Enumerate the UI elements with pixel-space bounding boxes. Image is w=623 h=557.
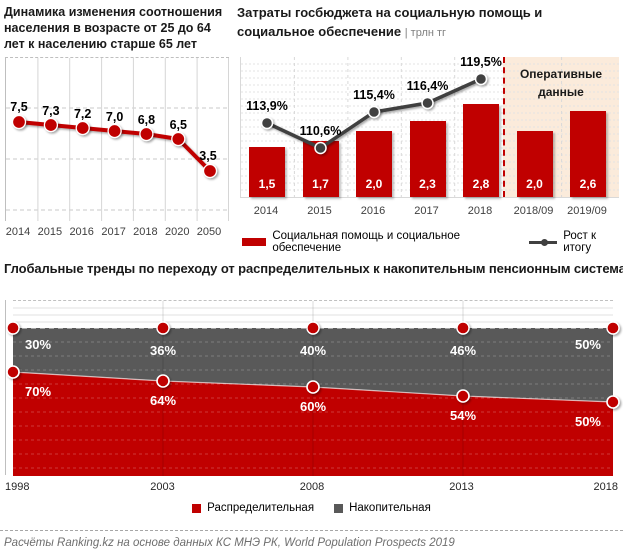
axis-tick: 2014 [5, 226, 31, 238]
chart-pension-title: Глобальные тренды по переходу от распред… [4, 261, 623, 276]
legend-swatch-payg [192, 503, 202, 513]
payg-value: 64% [149, 393, 177, 408]
pension-legend: Распределительная Накопительная [0, 502, 623, 514]
payg-value: 50% [574, 414, 601, 429]
source-note: Расчёты Ranking.kz на основе данных КС М… [4, 537, 455, 549]
axis-tick: 2018/09 [513, 205, 554, 217]
data-label: 7,0 [105, 110, 124, 124]
funded-value: 36% [149, 343, 177, 358]
funded-value: 50% [574, 337, 601, 352]
bar-2018-09 [516, 131, 553, 197]
bar-2019-09 [570, 111, 606, 197]
chart-budget-unit: | трлн тг [404, 26, 447, 39]
legend-label-bars: Социальная помощь и социальное обеспечен… [272, 230, 461, 254]
axis-tick: 2003 [150, 481, 175, 493]
data-label: 7,5 [10, 100, 28, 114]
chart-budget-plot: Оперативные данные 1,5 1,7 2,0 2,3 2,8 2… [240, 55, 619, 198]
bar-value: 2,0 [365, 177, 383, 191]
chart-population-ratio-title: Динамика изменения соотношения населения… [4, 5, 223, 51]
axis-tick: 2008 [299, 481, 325, 493]
population-ratio-line-graphic [6, 58, 229, 221]
axis-tick: 2015 [37, 226, 63, 238]
chart-budget-title-text: Затраты госбюджета на социальную помощь … [237, 5, 543, 39]
budget-legend: Социальная помощь и социальное обеспечен… [242, 230, 623, 254]
axis-tick: 2015 [307, 205, 332, 217]
bar-value: 2,8 [472, 177, 490, 191]
axis-tick: 2050 [196, 226, 222, 238]
growth-value: 115,4% [353, 88, 395, 102]
legend-swatch-bars [242, 238, 267, 246]
axis-tick: 2013 [449, 481, 474, 493]
axis-tick: 2018 [133, 226, 158, 238]
growth-value: 119,5% [460, 55, 502, 69]
data-label: 7,2 [73, 107, 92, 121]
operative-data-label: Оперативные данные [519, 67, 603, 99]
legend-swatch-line [529, 238, 558, 246]
chart-budget-title: Затраты госбюджета на социальную помощь … [237, 4, 621, 42]
axis-tick: 2018 [593, 481, 618, 493]
axis-tick: 2016 [69, 226, 94, 238]
bar-value: 1,5 [258, 177, 276, 191]
axis-tick: 2017 [101, 226, 126, 238]
bar-2018 [463, 104, 499, 197]
legend-label-payg: Распределительная [207, 502, 315, 514]
payg-value: 70% [25, 384, 52, 399]
axis-tick: 2018 [467, 205, 493, 217]
funded-value: 40% [299, 343, 327, 358]
footer-divider [0, 530, 623, 531]
chart-pension-plot: 30% 36% 40% 46% 50% 70% 64% 60% 54% 50% [6, 300, 620, 476]
growth-line-graphic [260, 72, 488, 155]
growth-value: 113,9% [246, 99, 288, 113]
bar-value: 2,0 [526, 177, 543, 191]
data-label: 3,5 [199, 149, 217, 163]
data-label: 6,8 [137, 113, 156, 127]
payg-value: 54% [449, 408, 477, 423]
growth-value: 116,4% [406, 79, 449, 93]
data-label: 7,3 [42, 104, 60, 118]
axis-tick: 2014 [253, 205, 279, 217]
bar-value: 1,7 [312, 177, 329, 191]
data-label: 6,5 [169, 118, 187, 132]
bar-value: 2,3 [419, 177, 436, 191]
legend-swatch-funded [334, 503, 344, 513]
operative-data-divider [503, 57, 505, 197]
axis-tick: 2019/09 [567, 205, 607, 217]
legend-label-funded: Накопительная [349, 502, 431, 514]
bar-2017 [409, 121, 446, 197]
axis-tick: 2016 [360, 205, 386, 217]
legend-label-line: Рост к итогу [563, 230, 597, 254]
bar-value: 2,6 [579, 177, 597, 191]
chart-population-ratio-plot: 7,5 7,3 7,2 7,0 6,8 6,5 3,5 [5, 57, 229, 221]
bar-2016 [356, 131, 392, 197]
payg-value: 60% [299, 399, 327, 414]
funded-value: 46% [449, 343, 477, 358]
pension-area-graphic [6, 301, 620, 476]
bar-2014 [249, 147, 285, 197]
pension-y-axis-line [5, 300, 6, 475]
funded-value: 30% [25, 337, 52, 352]
growth-value: 110,6% [299, 124, 342, 138]
axis-tick: 2017 [414, 205, 439, 217]
axis-tick: 2020 [165, 226, 190, 238]
axis-tick: 1998 [5, 481, 30, 493]
